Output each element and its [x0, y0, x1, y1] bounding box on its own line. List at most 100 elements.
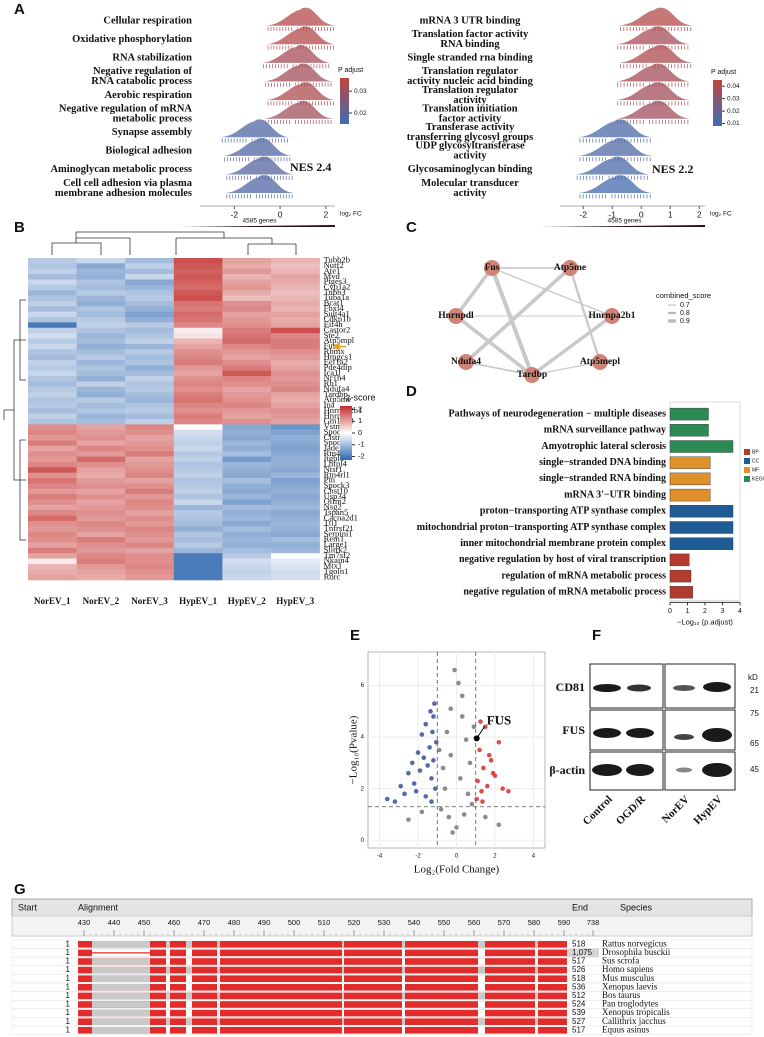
heat-cell [173, 563, 223, 570]
heat-cell [271, 290, 320, 296]
heat-cell [125, 274, 175, 280]
heat-cell [271, 461, 320, 468]
gene-label: Pde4dip [324, 362, 352, 372]
point [442, 786, 448, 791]
heat-cell [125, 445, 175, 452]
point [478, 719, 483, 724]
heat-cell [125, 520, 175, 527]
legend-bar [713, 80, 722, 126]
end-cell: 1,075 [572, 948, 593, 957]
genes-bar [540, 225, 705, 227]
heat-cell [271, 531, 320, 538]
heat-cell [271, 365, 320, 371]
point [433, 786, 438, 791]
term-label: Negative regulation of [93, 66, 192, 77]
heat-cell [125, 488, 175, 495]
heat-cell [28, 359, 77, 366]
term-label: mRNA surveillance pathway [544, 425, 666, 436]
gene-label: Ptges3 [324, 276, 347, 286]
x-tick-label: -2 [579, 209, 587, 219]
gene-label: Nutf2 [324, 260, 344, 270]
heat-cell [271, 419, 320, 425]
ruler-label: 430 [78, 918, 91, 927]
heat-cell [271, 322, 320, 329]
edge [568, 267, 602, 363]
ridge [200, 155, 335, 176]
alignment-gap [166, 992, 170, 1000]
heat-cell [125, 392, 175, 398]
alignment-gap [535, 992, 538, 1000]
heat-cell [125, 456, 175, 463]
heat-cell [173, 483, 223, 490]
term-label: Translation regulator [422, 66, 518, 77]
gene-label: Cdkn1b [324, 314, 351, 324]
legend-label: BP [752, 449, 759, 455]
heat-cell [76, 322, 126, 329]
heat-cell [173, 553, 223, 559]
point [409, 760, 415, 766]
alignment-gap [535, 958, 538, 965]
heat-cell [28, 338, 77, 345]
term-label: Negative regulation of mRNA [59, 103, 192, 114]
alignment-gap [217, 949, 220, 957]
term-label: UDP glycosyltransferase [415, 141, 525, 152]
heat-cell [125, 526, 175, 532]
x-tick-label: 2 [697, 209, 702, 219]
point [465, 791, 471, 797]
point [471, 724, 477, 730]
term-label: mitochondrial proton−transporting ATP sy… [417, 522, 666, 533]
bar [669, 472, 711, 486]
heat-cell [28, 295, 77, 302]
heat-cell [173, 327, 223, 334]
heat-cell [28, 386, 77, 393]
heat-cell [28, 440, 77, 447]
ruler-label: 530 [378, 918, 391, 927]
heat-cell [76, 531, 126, 538]
alignment-gap [186, 1001, 192, 1008]
heat-cell [76, 510, 126, 516]
ridge [200, 81, 336, 101]
panel-letter: E [350, 627, 360, 644]
heat-cell [271, 386, 320, 393]
ruler-bg [11, 915, 753, 937]
point [429, 776, 434, 781]
point [398, 783, 404, 789]
start-cell: 1 [66, 948, 71, 957]
heat-cell [222, 563, 272, 570]
heat-cell [125, 397, 175, 404]
heat-cell [125, 365, 175, 371]
alignment-gap [342, 992, 344, 1000]
point [486, 752, 492, 758]
ruler-label: 490 [258, 918, 271, 927]
heat-cell [125, 467, 175, 473]
legend-tick-label: 0 [358, 428, 362, 437]
heat-cell [271, 429, 320, 436]
gene-label: Tuba1a [324, 292, 350, 302]
heat-cell [28, 515, 77, 522]
heat-cell [271, 300, 320, 307]
legend-tick-label: 0.01 [727, 120, 740, 127]
term-label: Amyotrophic lateral sclerosis [541, 441, 666, 452]
gene-label: Hmgcs1 [324, 351, 353, 361]
blot-label: FUS [562, 723, 585, 737]
heat-cell [28, 429, 77, 436]
header-cell: Alignment [78, 902, 119, 912]
alignment-bar [78, 975, 567, 982]
heat-cell [28, 268, 77, 275]
heat-cell [222, 365, 272, 371]
point [448, 752, 454, 758]
point [448, 706, 454, 712]
heat-cell [271, 515, 320, 522]
heat-cell [125, 300, 175, 307]
heat-cell [76, 504, 126, 511]
heat-cell [76, 558, 126, 565]
gene-label: Rb1 [324, 378, 338, 388]
point [459, 693, 465, 699]
point [496, 739, 502, 745]
bar [669, 488, 711, 502]
gene-label: Ndufa4 [324, 383, 350, 393]
heat-cell [173, 531, 223, 538]
heat-cell [76, 537, 126, 543]
heat-cell [271, 451, 320, 457]
ridge [560, 81, 705, 101]
